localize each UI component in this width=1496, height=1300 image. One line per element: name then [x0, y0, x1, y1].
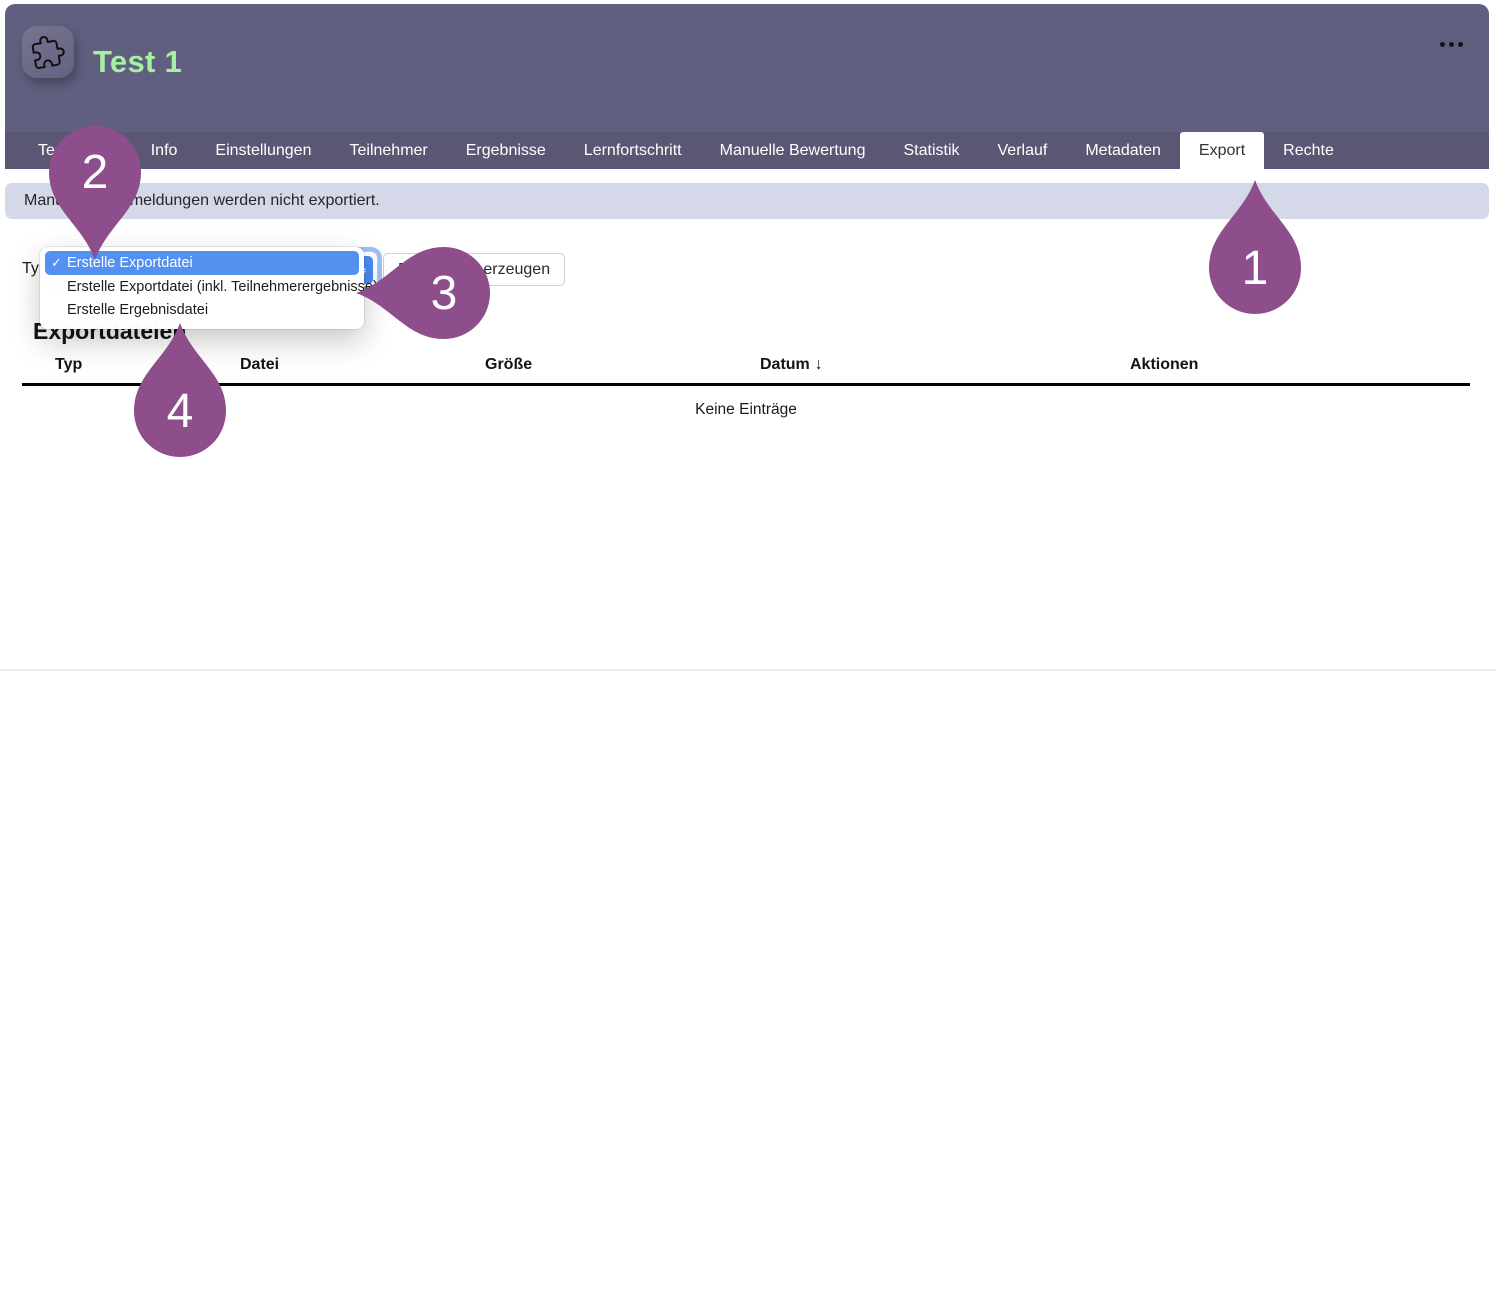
table-header-rule	[22, 383, 1470, 386]
info-notice: Manuelle Rückmeldungen werden nicht expo…	[5, 183, 1489, 219]
table-empty-message: Keine Einträge	[695, 401, 797, 418]
tab-ergebnisse[interactable]: Ergebnisse	[465, 142, 546, 159]
tab-bar: Testfragen Info Einstellungen Teilnehmer…	[5, 132, 1489, 169]
tab-lernfortschritt[interactable]: Lernfortschritt	[583, 142, 682, 159]
page-title: Test 1	[93, 44, 183, 79]
tab-testfragen[interactable]: Testfragen	[38, 142, 113, 159]
tab-metadaten[interactable]: Metadaten	[1085, 142, 1161, 159]
dropdown-option-label: Erstelle Exportdatei	[67, 255, 193, 271]
column-header-datum-label: Datum	[760, 356, 810, 373]
tab-teilnehmer[interactable]: Teilnehmer	[349, 142, 428, 159]
tab-info[interactable]: Info	[150, 142, 178, 159]
export-type-dropdown-menu: ✓ Erstelle Exportdatei Erstelle Exportda…	[40, 247, 378, 329]
content-divider	[0, 669, 1496, 671]
column-header-typ: Typ	[55, 356, 83, 373]
dropdown-option-create-results-file[interactable]: Erstelle Ergebnisdatei	[67, 301, 209, 318]
tab-rechte[interactable]: Rechte	[1283, 142, 1334, 159]
tab-manuelle-bewertung[interactable]: Manuelle Bewertung	[719, 142, 866, 159]
create-export-button[interactable]: Exportdatei erzeugen	[383, 253, 566, 286]
tab-statistik[interactable]: Statistik	[903, 142, 960, 159]
object-header: Test 1 Testfragen Info Einstellungen Tei…	[5, 4, 1489, 169]
column-header-groesse: Größe	[485, 356, 533, 373]
ellipsis-menu-icon[interactable]	[1440, 42, 1463, 47]
dropdown-option-create-export[interactable]: ✓ Erstelle Exportdatei	[45, 251, 359, 275]
dropdown-option-create-export-with-results[interactable]: Erstelle Exportdatei (inkl. Teilnehmerer…	[67, 278, 378, 295]
tab-export[interactable]: Export	[1179, 132, 1265, 169]
column-header-datum-sort[interactable]: Datum ↓	[760, 356, 823, 374]
column-header-aktionen: Aktionen	[1130, 356, 1199, 373]
sort-desc-icon: ↓	[814, 356, 823, 373]
puzzle-icon	[22, 26, 74, 78]
column-header-datei: Datei	[240, 356, 280, 373]
checkmark-icon: ✓	[51, 255, 62, 270]
tab-einstellungen[interactable]: Einstellungen	[215, 142, 312, 159]
tab-verlauf[interactable]: Verlauf	[997, 142, 1048, 159]
